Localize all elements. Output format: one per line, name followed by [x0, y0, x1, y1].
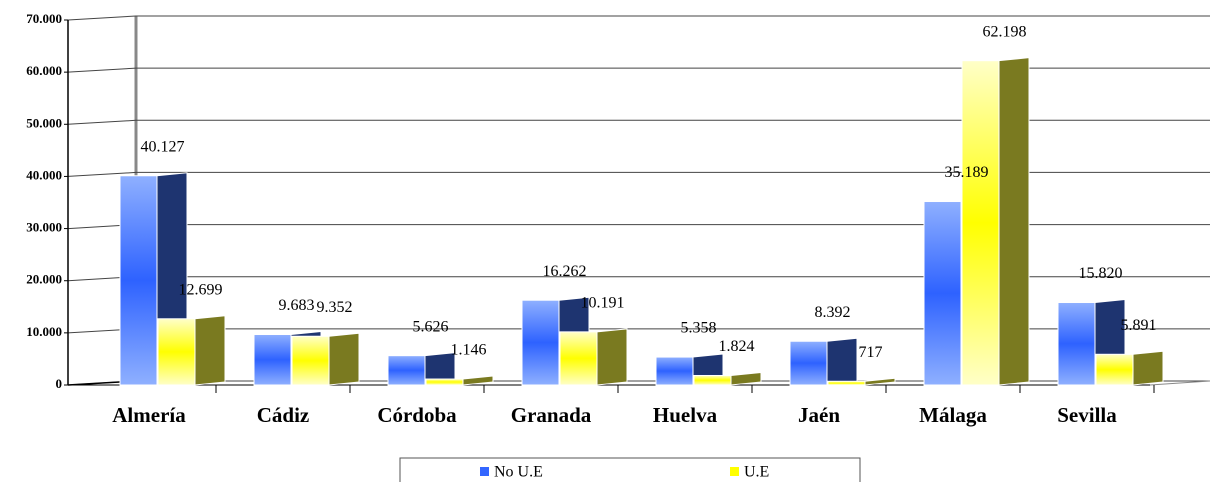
- value-label: 5.626: [413, 318, 449, 335]
- value-label: 62.198: [983, 23, 1027, 40]
- legend-label: U.E: [744, 464, 769, 481]
- bar: [789, 340, 828, 386]
- value-label: 10.191: [581, 295, 625, 312]
- x-tick-label: Granada: [511, 403, 592, 427]
- value-label: 12.699: [179, 281, 223, 298]
- value-label: 35.189: [945, 164, 989, 181]
- value-label: 15.820: [1079, 265, 1123, 282]
- x-tick-label: Almería: [112, 403, 186, 427]
- y-tick-label: 10.000: [26, 324, 62, 339]
- bar: [655, 356, 694, 386]
- bar: [693, 374, 732, 386]
- floor-back: [1149, 380, 1210, 386]
- grid-line: [67, 328, 1210, 334]
- y-tick-label: 60.000: [26, 63, 62, 78]
- bar: [521, 299, 560, 386]
- bar: [291, 335, 330, 386]
- x-tick-label: Huelva: [653, 403, 718, 427]
- y-tick-label: 70.000: [26, 11, 62, 26]
- bar: [961, 60, 1000, 386]
- value-label: 1.146: [451, 342, 487, 359]
- x-tick-label: Jaén: [798, 403, 840, 427]
- grid-line: [67, 67, 1210, 73]
- value-label: 16.262: [543, 263, 587, 280]
- bar-side: [596, 328, 628, 386]
- bar-side: [998, 57, 1030, 386]
- bar: [157, 318, 196, 386]
- bar-side: [462, 375, 494, 386]
- y-tick-label: 0: [56, 376, 63, 391]
- x-tick-label: Málaga: [919, 403, 987, 427]
- bar: [387, 355, 426, 386]
- value-label: 5.891: [1121, 317, 1157, 334]
- legend-box: [399, 457, 861, 482]
- bar-side: [328, 332, 360, 386]
- x-tick-label: Córdoba: [377, 403, 457, 427]
- bar-side: [1132, 350, 1164, 386]
- bar-side: [730, 371, 762, 386]
- bar-side: [826, 337, 858, 386]
- grid-line: [67, 119, 1210, 125]
- y-tick-label: 30.000: [26, 220, 62, 235]
- y-tick-label: 50.000: [26, 115, 62, 130]
- bar-side: [864, 377, 896, 386]
- y-tick-label: 40.000: [26, 167, 62, 182]
- bar: [559, 331, 598, 386]
- grid-line: [67, 15, 1210, 21]
- x-tick-label: Sevilla: [1057, 403, 1117, 427]
- x-tick-label: Cádiz: [257, 403, 310, 427]
- bar: [425, 378, 464, 386]
- value-label: 8.392: [815, 304, 851, 321]
- bar: [119, 175, 158, 386]
- value-label: 9.352: [317, 299, 353, 316]
- bar: [1095, 353, 1134, 386]
- value-label: 717: [859, 344, 883, 361]
- value-label: 1.824: [719, 338, 755, 355]
- legend-label: No U.E: [494, 464, 543, 481]
- grid-line: [67, 276, 1210, 282]
- legend-swatch: [730, 467, 739, 476]
- grid-line: [67, 171, 1210, 177]
- bar-side: [194, 315, 226, 386]
- value-label: 9.683: [279, 297, 315, 314]
- grid-line: [67, 224, 1210, 230]
- bar: [253, 334, 292, 386]
- bar: [827, 380, 866, 386]
- legend-swatch: [480, 467, 489, 476]
- bar: [923, 201, 962, 386]
- grid-line: [67, 380, 1210, 386]
- value-label: 5.358: [681, 320, 717, 337]
- value-label: 40.127: [141, 138, 185, 155]
- bar: [1057, 302, 1096, 386]
- y-tick-label: 20.000: [26, 272, 62, 287]
